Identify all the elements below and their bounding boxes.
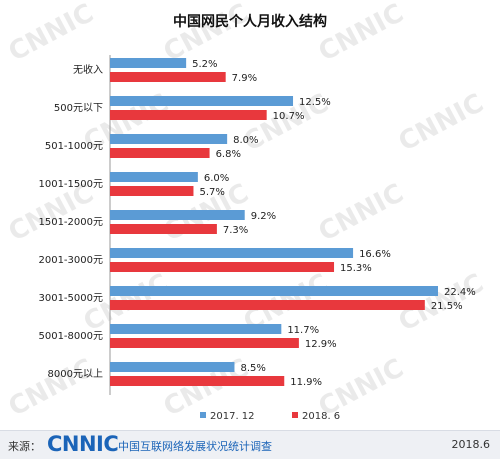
category-label: 无收入 [73, 63, 103, 76]
source-org: 中国互联网络发展状况统计调查 [118, 440, 272, 453]
bar-2018-6 [110, 338, 299, 348]
category-label: 8000元以上 [48, 368, 103, 380]
category-label: 5001-8000元 [38, 331, 103, 342]
data-label: 7.3% [223, 225, 248, 236]
category-label: 500元以下 [54, 103, 103, 114]
chart-title: 中国网民个人月收入结构 [173, 13, 327, 30]
data-label: 10.7% [273, 111, 305, 122]
watermark-text: CNNIC [314, 0, 409, 68]
data-label: 21.5% [431, 301, 463, 312]
legend-label: 2018. 6 [302, 411, 340, 422]
category-label: 2001-3000元 [38, 255, 103, 266]
data-label: 8.5% [240, 363, 265, 374]
category-label: 1501-2000元 [38, 217, 103, 228]
category-label: 501-1000元 [45, 141, 103, 152]
watermark-text: CNNIC [159, 0, 254, 68]
cnnic-logo: CNNIC [47, 432, 119, 456]
bar-2017-12 [110, 96, 294, 106]
bar-2017-12 [110, 58, 187, 68]
data-label: 5.2% [192, 59, 217, 70]
bar-2018-6 [110, 376, 285, 386]
bar-2018-6 [110, 148, 210, 158]
bar-2018-6 [110, 186, 194, 196]
watermark-text: CNNIC [394, 88, 489, 157]
data-label: 7.9% [232, 73, 257, 84]
bar-2017-12 [110, 286, 438, 296]
legend-swatch [292, 412, 298, 418]
watermark-text: CNNIC [314, 178, 409, 247]
legend-label: 2017. 12 [210, 411, 255, 422]
legend: 2017. 12 2018. 6 [200, 411, 340, 422]
category-label: 1001-1500元 [38, 179, 103, 190]
data-label: 6.0% [204, 173, 229, 184]
bar-2018-6 [110, 224, 217, 234]
bar-2017-12 [110, 134, 228, 144]
bar-2017-12 [110, 362, 235, 372]
data-label: 6.8% [216, 149, 241, 160]
footer: 来源： CNNIC 中国互联网络发展状况统计调查 2018.6 [0, 430, 500, 459]
watermark-text: CNNIC [4, 0, 99, 68]
data-label: 11.7% [287, 325, 319, 336]
watermark-text: CNNIC [4, 353, 99, 422]
bar-2017-12 [110, 324, 282, 334]
source-label: 来源： [8, 440, 41, 453]
data-label: 5.7% [199, 187, 224, 198]
source-date: 2018.6 [451, 438, 491, 451]
bar-2017-12 [110, 172, 198, 182]
data-label: 9.2% [251, 211, 276, 222]
data-label: 22.4% [444, 287, 476, 298]
legend-swatch [200, 412, 206, 418]
bar-2018-6 [110, 110, 267, 120]
bar-2018-6 [110, 300, 425, 310]
data-label: 12.5% [299, 97, 331, 108]
bar-2017-12 [110, 210, 245, 220]
bar-2018-6 [110, 262, 335, 272]
category-label: 3001-5000元 [38, 293, 103, 304]
data-label: 16.6% [359, 249, 391, 260]
data-label: 12.9% [305, 339, 337, 350]
bar-2017-12 [110, 248, 354, 258]
bars: 无收入 5.2% 7.9% 500元以下 12.5% 10.7% 501-1000元 8.0%… [38, 58, 476, 388]
data-label: 15.3% [340, 263, 372, 274]
data-label: 11.9% [290, 377, 322, 388]
data-label: 8.0% [233, 135, 258, 146]
bar-2018-6 [110, 72, 226, 82]
